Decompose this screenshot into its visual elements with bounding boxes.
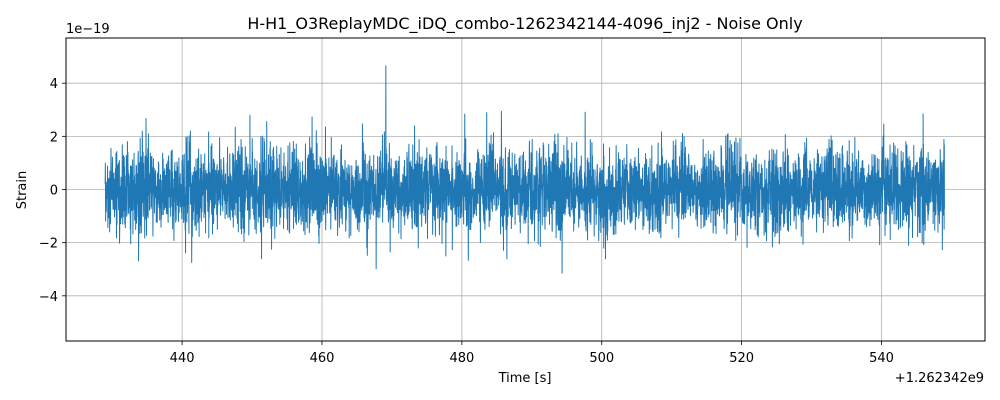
y-tick-label: −4 (39, 290, 58, 305)
x-axis-label: Time [s] (498, 371, 552, 386)
x-tick-label: 460 (310, 351, 335, 366)
y-tick-label: 2 (50, 130, 58, 145)
y-tick-label: 4 (50, 77, 58, 92)
x-offset-label: +1.262342e9 (895, 371, 984, 386)
x-axis: 440 460 480 500 520 540 (170, 341, 894, 366)
y-tick-label: 0 (50, 184, 58, 199)
chart-title: H-H1_O3ReplayMDC_iDQ_combo-1262342144-40… (247, 14, 802, 34)
x-tick-label: 540 (869, 351, 894, 366)
x-tick-label: 520 (729, 351, 754, 366)
series-line (104, 65, 945, 274)
x-tick-label: 440 (170, 351, 195, 366)
y-axis-label: Strain (15, 171, 30, 210)
y-scale-label: 1e−19 (66, 22, 110, 37)
y-axis: −4 −2 0 2 4 (39, 77, 66, 305)
x-tick-label: 480 (449, 351, 474, 366)
y-tick-label: −2 (39, 237, 58, 252)
x-tick-label: 500 (589, 351, 614, 366)
series-group (104, 65, 945, 274)
